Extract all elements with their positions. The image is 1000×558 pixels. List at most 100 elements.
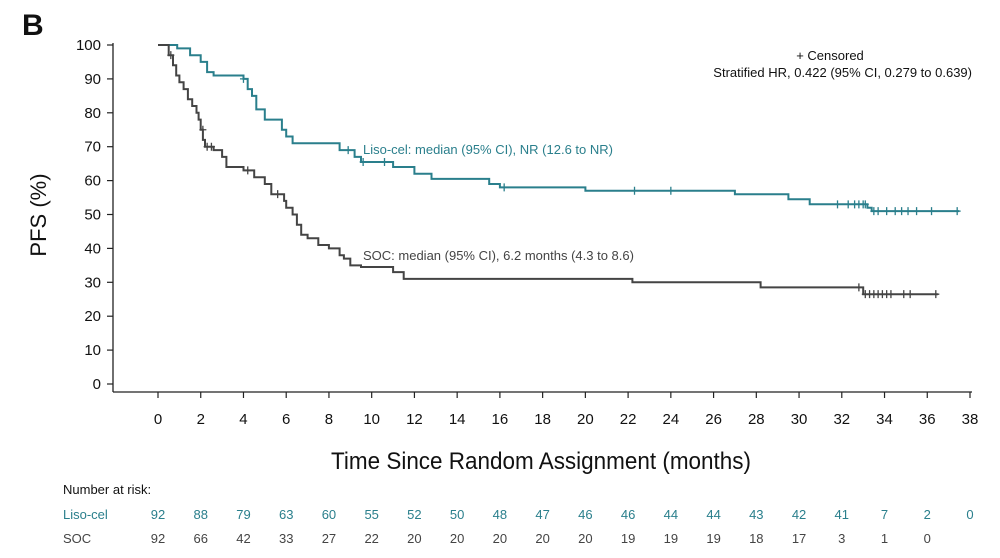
soc-censor-mark <box>887 290 895 299</box>
risk-value-soc: 19 <box>664 531 678 546</box>
risk-value-soc: 17 <box>792 531 806 546</box>
risk-value-soc: 19 <box>706 531 720 546</box>
risk-value-soc: 42 <box>236 531 250 546</box>
x-tick-label: 32 <box>833 411 850 428</box>
risk-value-soc: 0 <box>924 531 931 546</box>
liso-cel-censor-mark <box>631 186 639 195</box>
liso-cel-censor-mark <box>953 207 961 216</box>
y-tick-label: 70 <box>84 139 101 156</box>
risk-value-liso-cel: 48 <box>493 507 507 522</box>
risk-value-soc: 20 <box>578 531 592 546</box>
x-tick-label: 14 <box>449 411 466 428</box>
x-tick-label: 38 <box>962 411 979 428</box>
y-tick-label: 0 <box>93 376 101 393</box>
risk-row-label-liso-cel: Liso-cel <box>63 507 108 522</box>
soc-censor-mark <box>932 290 940 299</box>
soc-median-label: SOC: median (95% CI), 6.2 months (4.3 to… <box>363 248 634 263</box>
risk-value-liso-cel: 92 <box>151 507 165 522</box>
liso-cel-censor-mark <box>898 207 906 216</box>
y-tick-label: 90 <box>84 71 101 88</box>
liso-cel-censor-mark <box>891 207 899 216</box>
x-tick-label: 0 <box>154 411 162 428</box>
risk-value-liso-cel: 52 <box>407 507 421 522</box>
liso-cel-median-label: Liso-cel: median (95% CI), NR (12.6 to N… <box>363 142 613 157</box>
x-tick-label: 22 <box>620 411 637 428</box>
risk-value-liso-cel: 79 <box>236 507 250 522</box>
risk-value-liso-cel: 7 <box>881 507 888 522</box>
risk-value-soc: 20 <box>493 531 507 546</box>
risk-value-soc: 27 <box>322 531 336 546</box>
y-axis-label: PFS (%) <box>26 173 51 256</box>
liso-cel-censor-mark <box>904 207 912 216</box>
risk-value-soc: 20 <box>450 531 464 546</box>
risk-value-soc: 22 <box>364 531 378 546</box>
liso-cel-censor-mark <box>500 183 508 192</box>
liso-cel-censor-mark <box>861 200 869 209</box>
liso-cel-censor-mark <box>239 74 247 83</box>
soc-censor-mark <box>199 125 207 134</box>
soc-censor-mark <box>167 51 175 60</box>
y-tick-label: 30 <box>84 274 101 291</box>
risk-value-liso-cel: 44 <box>706 507 720 522</box>
x-tick-label: 6 <box>282 411 290 428</box>
legend-censored: + Censored <box>796 48 864 63</box>
risk-row-label-soc: SOC <box>63 531 91 546</box>
risk-value-liso-cel: 46 <box>578 507 592 522</box>
soc-survival-curve <box>158 44 938 296</box>
risk-value-liso-cel: 50 <box>450 507 464 522</box>
y-tick-label: 50 <box>84 207 101 224</box>
liso-cel-censor-mark <box>381 157 389 166</box>
risk-value-soc: 33 <box>279 531 293 546</box>
risk-value-liso-cel: 41 <box>835 507 849 522</box>
risk-value-liso-cel: 2 <box>924 507 931 522</box>
x-tick-label: 30 <box>791 411 808 428</box>
y-tick-label: 80 <box>84 105 101 122</box>
y-tick-label: 60 <box>84 173 101 190</box>
legend-hr: Stratified HR, 0.422 (95% CI, 0.279 to 0… <box>713 65 972 80</box>
risk-value-liso-cel: 44 <box>664 507 678 522</box>
liso-cel-censor-mark <box>874 207 882 216</box>
risk-value-liso-cel: 42 <box>792 507 806 522</box>
x-tick-label: 28 <box>748 411 765 428</box>
liso-cel-censor-mark <box>913 207 921 216</box>
risk-value-soc: 92 <box>151 531 165 546</box>
liso-cel-censor-mark <box>834 200 842 209</box>
y-tick-label: 40 <box>84 240 101 257</box>
x-axis-label: Time Since Random Assignment (months) <box>331 448 751 475</box>
risk-value-liso-cel: 88 <box>194 507 208 522</box>
x-tick-label: 12 <box>406 411 423 428</box>
liso-cel-survival-curve <box>158 44 960 213</box>
x-tick-label: 36 <box>919 411 936 428</box>
risk-value-soc: 3 <box>838 531 845 546</box>
soc-censor-mark <box>906 290 914 299</box>
risk-value-liso-cel: 60 <box>322 507 336 522</box>
x-tick-label: 20 <box>577 411 594 428</box>
liso-cel-censor-mark <box>667 186 675 195</box>
x-tick-label: 34 <box>876 411 893 428</box>
y-tick-label: 20 <box>84 308 101 325</box>
risk-value-liso-cel: 47 <box>535 507 549 522</box>
x-tick-label: 10 <box>363 411 380 428</box>
risk-value-soc: 1 <box>881 531 888 546</box>
risk-value-soc: 66 <box>194 531 208 546</box>
soc-censor-mark <box>274 190 282 199</box>
soc-censor-mark <box>207 142 215 151</box>
risk-value-soc: 20 <box>407 531 421 546</box>
risk-value-soc: 20 <box>535 531 549 546</box>
y-tick-label: 10 <box>84 342 101 359</box>
x-tick-label: 18 <box>534 411 551 428</box>
liso-cel-censor-mark <box>344 146 352 155</box>
liso-cel-censor-mark <box>844 200 852 209</box>
x-tick-label: 16 <box>492 411 509 428</box>
x-tick-label: 2 <box>197 411 205 428</box>
x-tick-label: 8 <box>325 411 333 428</box>
soc-censor-mark <box>900 290 908 299</box>
risk-value-liso-cel: 55 <box>364 507 378 522</box>
risk-table-title: Number at risk: <box>63 482 151 497</box>
risk-value-liso-cel: 63 <box>279 507 293 522</box>
liso-cel-censor-mark <box>883 207 891 216</box>
risk-value-liso-cel: 43 <box>749 507 763 522</box>
x-tick-label: 26 <box>705 411 722 428</box>
risk-value-liso-cel: 46 <box>621 507 635 522</box>
